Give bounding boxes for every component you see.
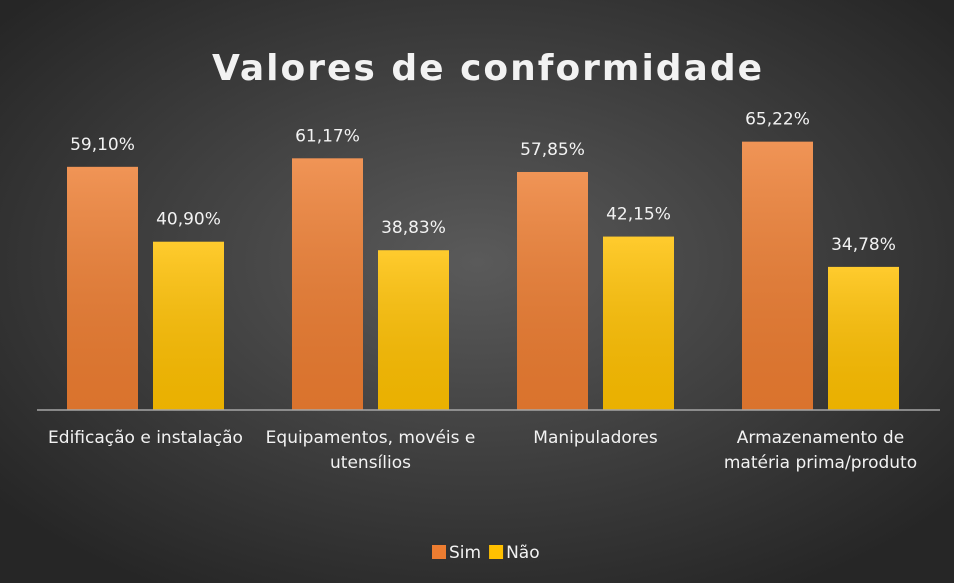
bar-shine	[603, 236, 674, 410]
legend-label: Não	[506, 543, 540, 563]
x-label-box: Edificação e instalação	[48, 428, 243, 448]
data-label: 38,83%	[381, 218, 446, 238]
chart-title: Valores de conformidade	[212, 48, 764, 89]
x-tick-label: Manipuladores	[533, 428, 658, 448]
legend-swatch	[432, 545, 446, 559]
bar-shine	[742, 141, 813, 410]
data-label: 59,10%	[70, 135, 135, 155]
bar-shine	[517, 171, 588, 410]
bar-shine	[378, 250, 449, 410]
bar-shine	[153, 241, 224, 410]
data-label: 57,85%	[520, 140, 585, 160]
x-label-box: Manipuladores	[533, 428, 658, 448]
x-tick-label: Equipamentos, movéis e utensílios	[265, 428, 476, 473]
x-tick-label: Edificação e instalação	[48, 428, 243, 448]
data-label: 34,78%	[831, 235, 896, 255]
x-label-box: Equipamentos, movéis e utensílios	[265, 428, 476, 473]
bar-shine	[828, 266, 899, 410]
data-label: 61,17%	[295, 126, 360, 146]
x-tick-label: Armazenamento de matéria prima/produto	[723, 428, 918, 473]
bar-shine	[67, 166, 138, 410]
data-label: 40,90%	[156, 210, 221, 230]
data-label: 65,22%	[745, 110, 810, 130]
x-label-box: Armazenamento de matéria prima/produto	[723, 428, 918, 473]
legend-swatch	[489, 545, 504, 559]
data-label: 42,15%	[606, 205, 671, 225]
legend-label: Sim	[449, 543, 481, 563]
bar-shine	[292, 158, 363, 410]
